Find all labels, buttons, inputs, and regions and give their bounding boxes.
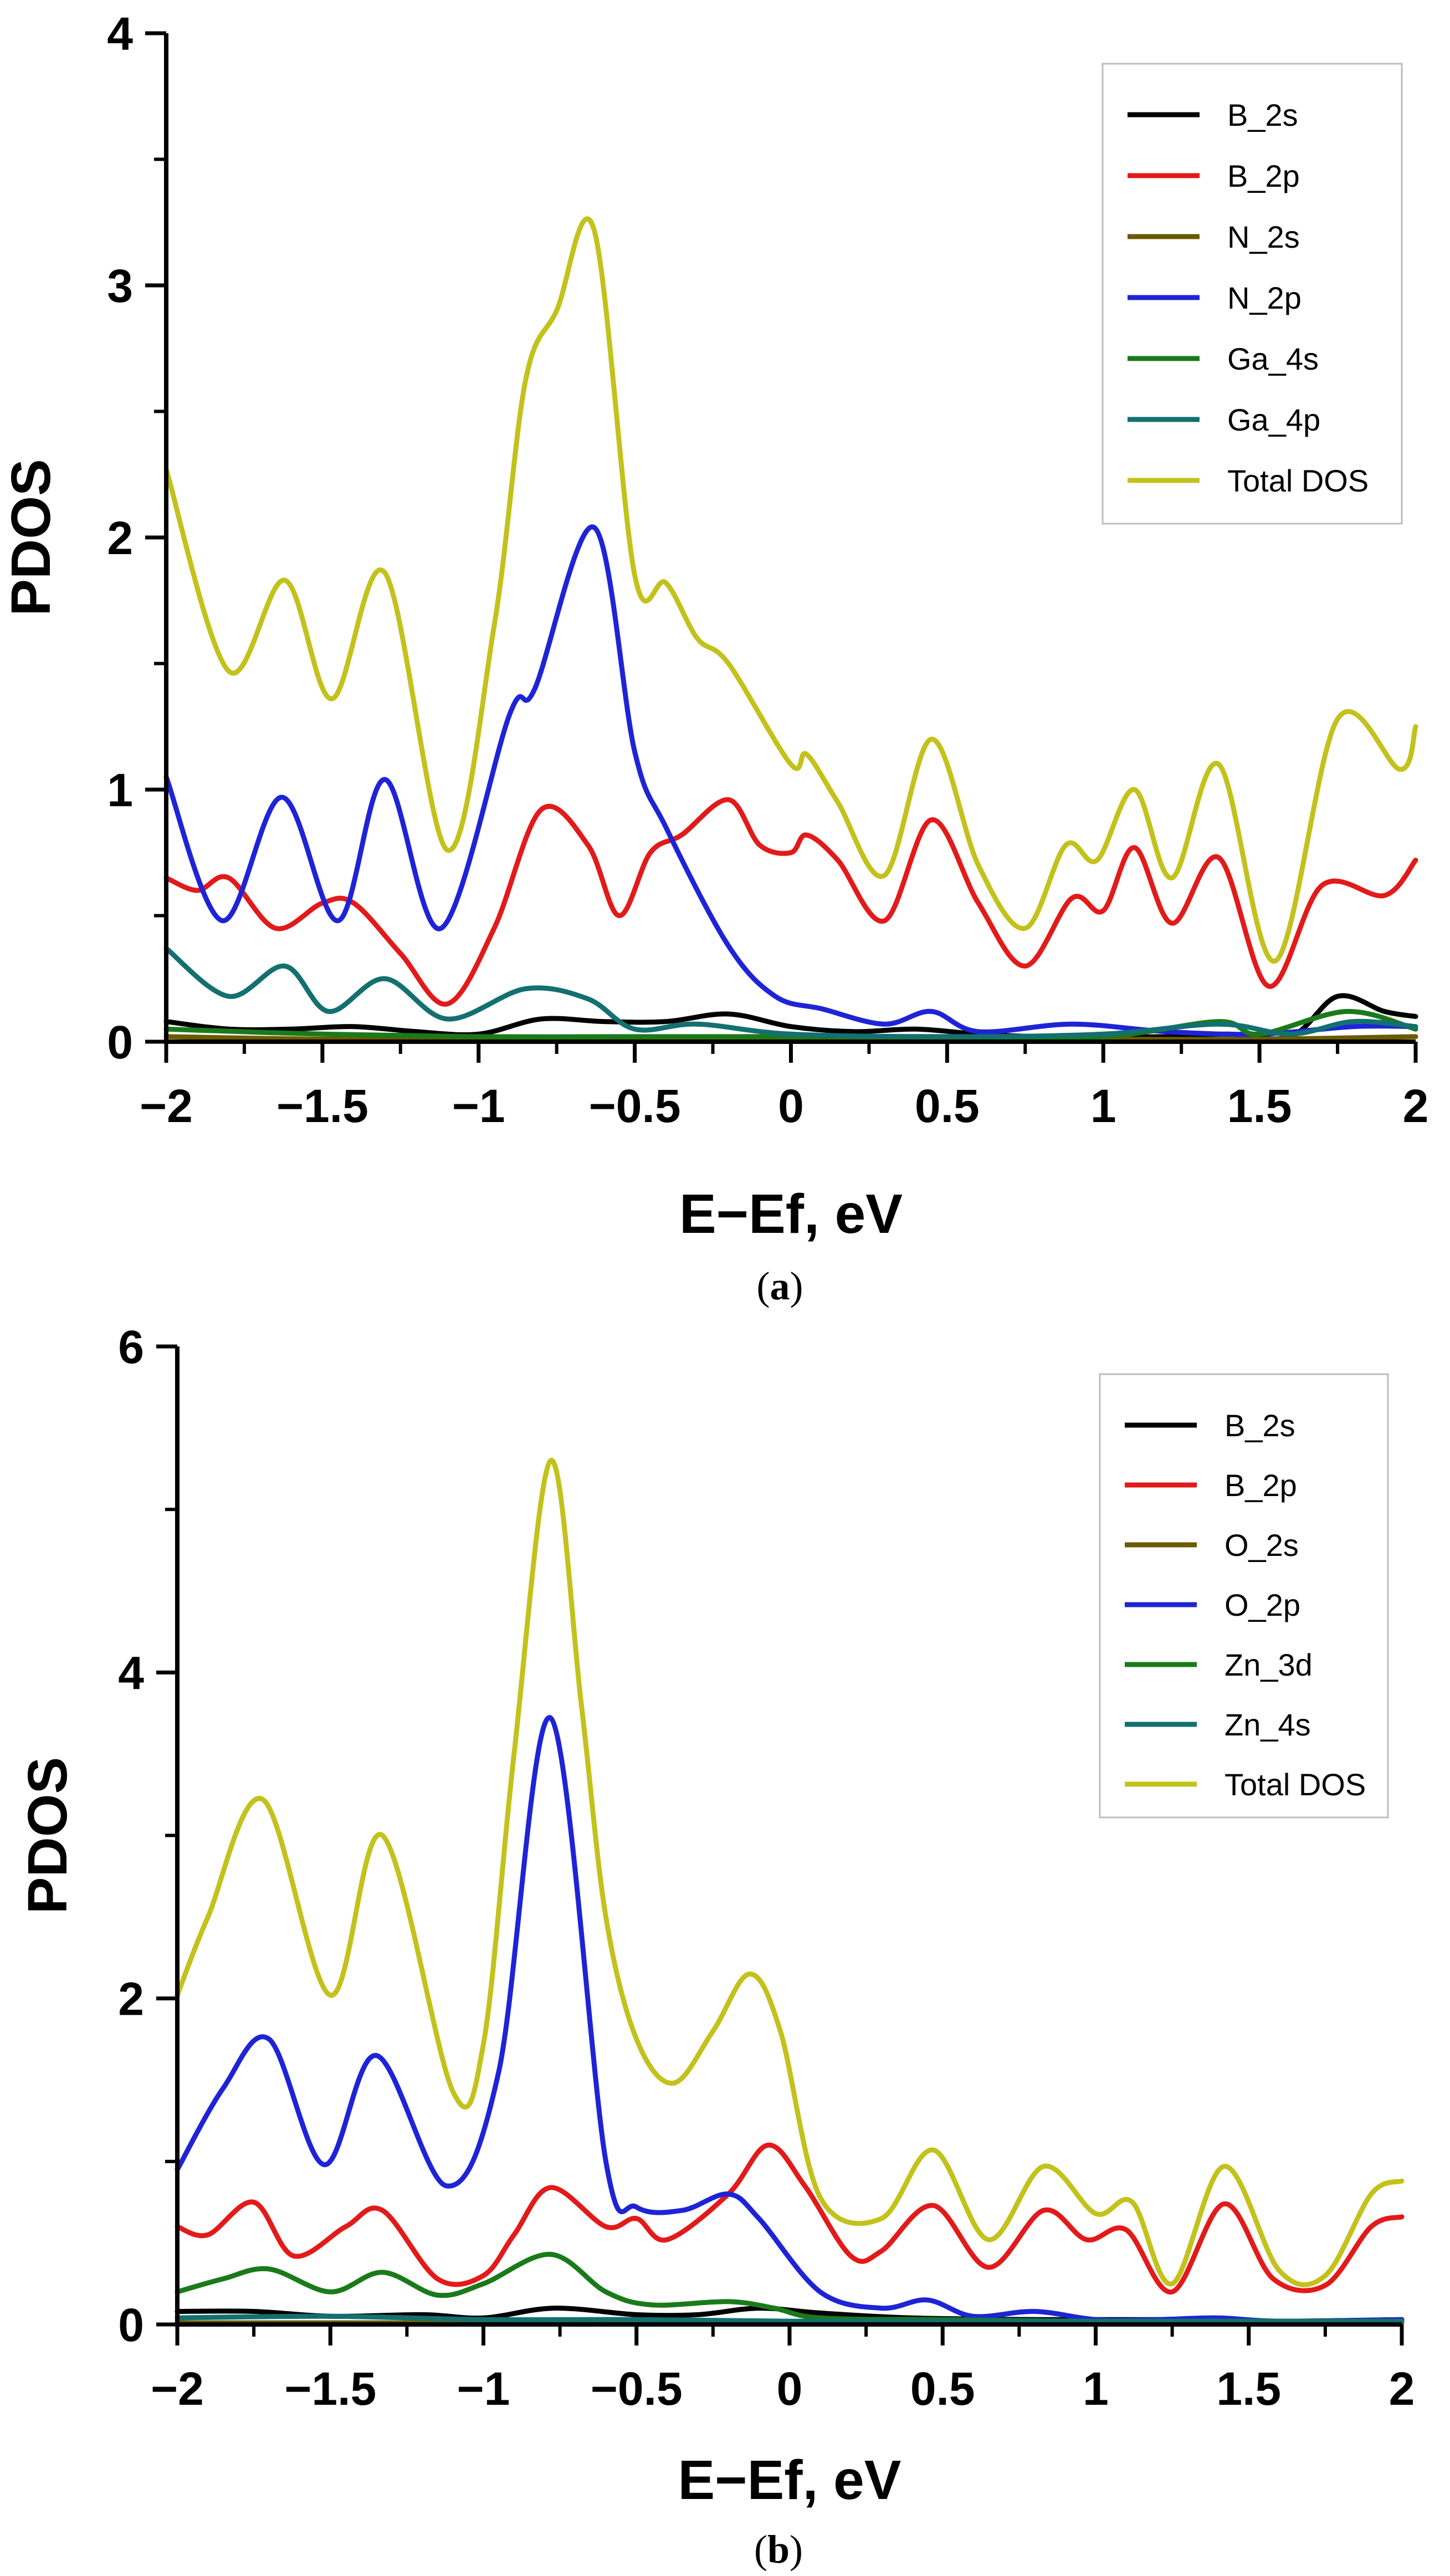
legend-label: O_2s (1224, 1528, 1299, 1563)
x-tick-label: 0.5 (910, 2363, 975, 2415)
x-axis-title: E−Ef, eV (679, 1183, 903, 1245)
x-tick-label: −2 (151, 2363, 204, 2415)
x-axis-title: E−Ef, eV (678, 2449, 901, 2511)
series-line-ga-4p (163, 946, 1418, 1039)
y-tick-label: 4 (107, 8, 133, 60)
legend-label: B_2s (1227, 98, 1298, 132)
legend-label: N_2p (1227, 280, 1302, 315)
x-tick-label: −1 (452, 1080, 505, 1132)
y-tick-label: 3 (107, 260, 133, 312)
chart-panel-a: −2 −1.5 −1 −0.5 0 0.5 1 1.5 2 0 1 2 3 4 E−Ef, eV PDOS B_… (0, 8, 1428, 1308)
y-tick-label: 2 (118, 1973, 144, 2025)
x-tick-label: −0.5 (591, 2363, 683, 2415)
legend: B_2s B_2p O_2s O_2p Zn_3d Zn_4s Total DOS (1099, 1373, 1389, 1819)
x-tick-label: 0.5 (915, 1080, 980, 1132)
x-tick-label: −2 (140, 1080, 193, 1132)
series-line-zn-4s (175, 2313, 1405, 2324)
legend-label: Ga_4s (1227, 341, 1319, 376)
series-line-o-2p (175, 1715, 1405, 2324)
x-tick-label: −1.5 (276, 1080, 368, 1132)
legend-label: Ga_4p (1227, 402, 1320, 437)
series-line-zn-3d (175, 2251, 1405, 2324)
legend-label: Total DOS (1224, 1767, 1366, 1802)
legend-label: N_2s (1227, 219, 1300, 254)
y-tick-label: 4 (118, 1647, 144, 1699)
y-axis-title: PDOS (17, 1757, 79, 1914)
series-line-total-dos (163, 216, 1418, 964)
series-line-b-2p (175, 2142, 1405, 2295)
chart-panel-b: −2 −1.5 −1 −0.5 0 0.5 1 1.5 2 0 2 4 6 E−Ef, eV PDOS B_2… (17, 1321, 1415, 2572)
legend-label: B_2p (1224, 1468, 1297, 1503)
series-line-n-2p (163, 524, 1418, 1037)
series-line-n-2s (163, 1034, 1418, 1042)
legend-label: O_2p (1224, 1587, 1300, 1622)
legend-label: Zn_3d (1224, 1647, 1313, 1682)
legend-label: B_2s (1224, 1408, 1295, 1443)
y-tick-label: 1 (107, 764, 133, 816)
y-tick-label: 6 (118, 1321, 144, 1373)
series-line-b-2p (163, 797, 1418, 1007)
x-tick-label: 1 (1090, 1080, 1116, 1132)
x-tick-label: 1 (1083, 2363, 1109, 2415)
legend-label: B_2p (1227, 158, 1300, 193)
plot-area (163, 216, 1418, 1042)
x-tick-label: −0.5 (589, 1080, 681, 1132)
x-tick-label: 2 (1403, 1080, 1429, 1132)
x-tick-label: −1 (457, 2363, 510, 2415)
y-tick-label: 0 (118, 2299, 144, 2351)
legend-label: Zn_4s (1224, 1707, 1311, 1742)
series-line-total-dos (175, 1458, 1405, 2287)
x-tick-label: −1.5 (284, 2363, 376, 2415)
legend-label: Total DOS (1227, 463, 1369, 498)
x-tick-label: 2 (1389, 2363, 1415, 2415)
legend: B_2s B_2p N_2s N_2p Ga_4s Ga_4p Total DOS (1101, 63, 1403, 525)
panel-label: (a) (757, 1264, 803, 1308)
x-tick-label: 1.5 (1227, 1080, 1292, 1132)
x-tick-label: 0 (777, 2363, 803, 2415)
x-tick-label: 0 (778, 1080, 804, 1132)
y-tick-label: 2 (107, 512, 133, 564)
x-tick-label: 1.5 (1216, 2363, 1281, 2415)
panel-label: (b) (754, 2527, 803, 2572)
legend-box (1099, 1373, 1389, 1819)
legend-box (1101, 63, 1403, 525)
y-tick-label: 0 (107, 1016, 133, 1068)
y-axis-title: PDOS (0, 459, 62, 616)
